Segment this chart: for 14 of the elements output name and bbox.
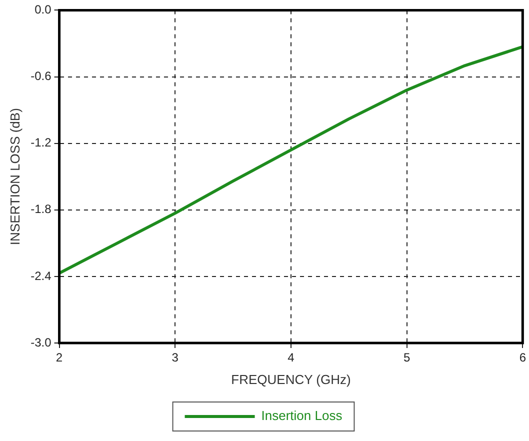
x-axis-title: FREQUENCY (GHz) <box>231 372 351 387</box>
x-tick-label: 3 <box>172 350 179 365</box>
y-tick-label: -3.0 <box>30 335 52 350</box>
y-tick-label: -1.8 <box>30 202 52 216</box>
y-tick-label: -0.6 <box>30 69 52 84</box>
x-tick-label: 5 <box>403 350 410 365</box>
y-tick-label: 0.0 <box>34 2 52 17</box>
text: Insertion Loss <box>261 408 343 424</box>
y-tick-label: -2.4 <box>30 268 52 283</box>
x-tick-label: 4 <box>288 350 295 365</box>
y-tick-label: -1.2 <box>30 136 52 150</box>
y-axis-title: INSERTION LOSS (dB) <box>7 108 22 246</box>
x-tick-label: 6 <box>519 350 526 365</box>
x-tick-label: 2 <box>56 350 63 365</box>
